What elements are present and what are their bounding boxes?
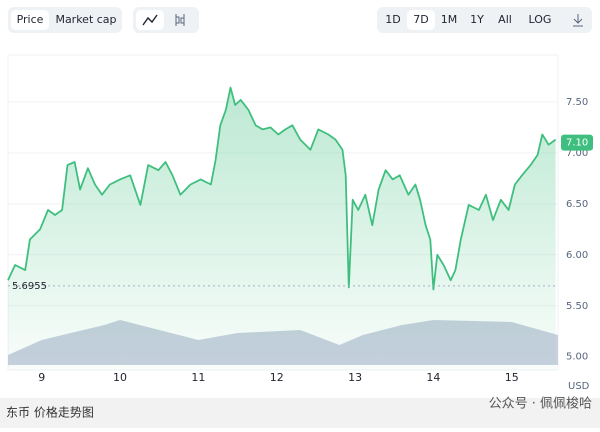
y-tick-label: 6.50 [566, 199, 588, 210]
footer: 东币 价格走势图 [6, 405, 94, 420]
selected-range [407, 10, 435, 30]
range-button[interactable]: 1Y [470, 13, 484, 26]
currency: USD [568, 381, 590, 392]
range-button[interactable]: 1M [441, 13, 458, 26]
price-tab-label[interactable]: Price [17, 13, 44, 26]
y-tick-label: 5.50 [566, 301, 588, 312]
y-tick-label: 7.50 [566, 97, 588, 108]
range-button[interactable]: 1D [385, 13, 400, 26]
x-tick-label: 14 [426, 371, 440, 384]
download-icon[interactable] [573, 14, 583, 27]
price-tab[interactable] [11, 10, 49, 30]
range-button[interactable]: 7D [413, 13, 428, 26]
y-tick-label: 6.00 [566, 250, 588, 261]
market-cap-tab[interactable]: Market cap [55, 13, 116, 26]
last-price-tag [561, 134, 593, 151]
price-line [7, 86, 557, 291]
last-price-label: 7.10 [566, 138, 588, 149]
candle-icon[interactable] [175, 14, 185, 26]
watermark: 公众号 · 佩佩梭哈 [489, 396, 592, 412]
log-button[interactable]: LOG [529, 13, 552, 26]
x-tick-label: 13 [348, 371, 362, 384]
range-button[interactable]: All [498, 13, 512, 26]
x-tick-label: 11 [191, 371, 205, 384]
price-area [8, 87, 556, 370]
line-icon [142, 14, 158, 26]
footer-band [0, 398, 600, 428]
reference-label: 5.6955 [12, 281, 47, 292]
x-tick-label: 10 [113, 371, 127, 384]
x-tick-label: 15 [505, 371, 519, 384]
y-tick-label: 5.00 [566, 352, 588, 363]
y-tick-label: 7.00 [566, 148, 588, 159]
x-tick-label: 9 [38, 371, 45, 384]
x-tick-label: 12 [270, 371, 284, 384]
